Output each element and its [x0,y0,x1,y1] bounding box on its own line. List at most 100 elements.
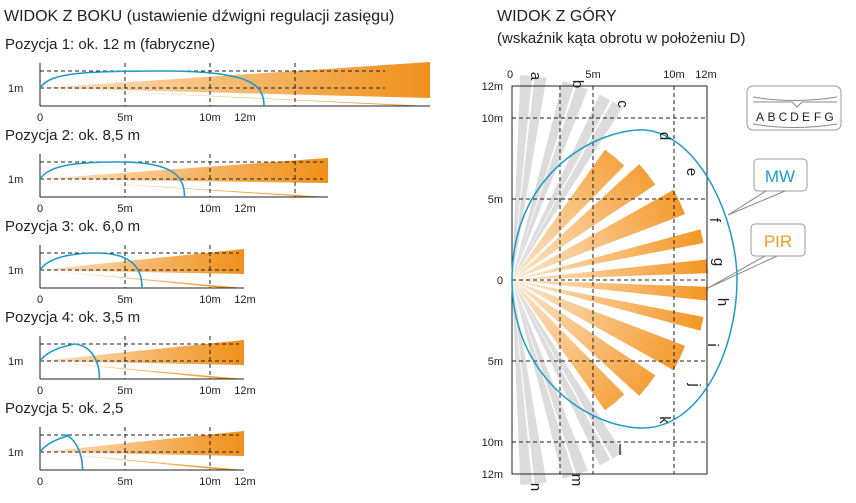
x-tick-label: 10m [663,69,684,81]
pir-beam [512,280,709,301]
inactive-beam [512,76,547,280]
pir-beam [512,280,681,371]
y-tick-label: 5m [488,356,503,368]
side-panel-4: Pozycja 4: ok. 3,5 m 1m 0 5m 10m 12m [5,309,256,397]
dial-frame [746,85,842,131]
x-tick-label: 0 [37,476,43,488]
x-tick-label: 10m [199,112,220,124]
zone-letter: m [568,474,585,487]
height-label: 1m [8,356,23,368]
pir-upper-beam [40,431,244,456]
mw-coverage [511,129,738,429]
x-tick-label: 12m [234,476,255,488]
height-label: 1m [8,83,23,95]
pir-lower-beam [40,88,430,106]
pir-lower-beam [40,270,244,288]
pir-upper-beam [40,249,244,274]
pir-beam [512,164,649,280]
zone-letter: a [527,72,544,81]
panel-label: Pozycja 5: ok. 2,5 [5,400,123,417]
dial-scale [752,96,838,128]
x-tick-label: 10m [199,203,220,215]
x-tick-label: 5m [117,476,132,488]
pir-legend-box [750,223,806,257]
x-tick-label: 0 [37,112,43,124]
dial-letter: F [814,110,821,124]
x-tick-label: 5m [117,112,132,124]
zone-letter: d [656,132,673,140]
height-label: 1m [8,174,23,186]
side-panel-2: Pozycja 2: ok. 8,5 m 1m 0 5m 10m 12m [5,127,328,215]
x-tick-label: 12m [234,385,255,397]
pir-beam [512,280,656,387]
dial-letter: C [779,110,788,124]
pir-beam [512,149,617,280]
pir-beam [512,259,709,280]
mw-pointer [727,190,786,216]
x-tick-label: 0 [37,203,43,215]
x-tick-label: 5m [117,203,132,215]
mw-legend-box [753,158,808,192]
pir-upper-beam [40,62,430,98]
zone-letter: j [686,382,703,386]
side-panel-3: Pozycja 3: ok. 6,0 m 1m 0 5m 10m 12m [5,218,256,306]
panel-label: Pozycja 1: ok. 12 m (fabryczne) [5,36,215,53]
x-tick-label: 10m [199,476,220,488]
zone-letter: k [656,416,673,424]
inactive-beam [512,280,623,459]
x-tick-label: 10m [199,385,220,397]
inactive-beam [512,280,588,475]
inactive-beam [512,94,611,280]
inactive-beam [512,280,611,466]
x-tick-label: 0 [507,69,513,81]
pir-beam [512,280,686,359]
y-tick-label: 0 [497,275,503,287]
panel-label: Pozycja 3: ok. 6,0 m [5,218,140,235]
pir-pointer [707,255,778,289]
zone-letter: h [714,298,731,306]
mw-range-curve [39,343,101,380]
dial-letter: A [756,110,764,124]
pir-upper-beam [40,340,244,365]
dial-letter: E [802,110,810,124]
panel-label: Pozycja 2: ok. 8,5 m [5,127,140,144]
dial-letter: D [790,110,799,124]
panel-label: Pozycja 4: ok. 3,5 m [5,309,140,326]
pir-legend-label: PIR [764,232,792,251]
top-view-title: WIDOK Z GÓRY [497,6,617,25]
x-tick-label: 0 [37,294,43,306]
x-tick-label: 12m [695,69,716,81]
zone-letter: i [704,343,721,346]
x-tick-label: 12m [234,203,255,215]
inactive-beam [512,280,533,485]
pir-beam [512,156,625,280]
pir-beam [512,229,704,280]
y-tick-label: 10m [482,113,503,125]
pir-beam [512,280,617,411]
inactive-beam [512,101,623,280]
mw-range-curve [39,161,186,198]
pir-lower-beam [40,361,244,379]
x-tick-label: 12m [234,294,255,306]
top-view-subtitle: (wskaźnik kąta obrotu w położeniu D) [497,30,745,47]
mw-range-curve [39,252,143,289]
pir-lower-beam [40,452,244,470]
zone-letter: n [527,483,544,491]
inactive-beam [512,85,588,281]
x-tick-label: 12m [234,112,255,124]
x-tick-label: 5m [117,294,132,306]
dial-letter: G [824,110,833,124]
pir-beam [512,173,656,280]
zone-letter: e [683,168,700,176]
y-tick-label: 12m [482,81,503,93]
mw-range-curve [39,434,84,471]
zone-letter: b [569,80,586,88]
x-tick-label: 5m [117,385,132,397]
mw-range-curve [39,70,265,107]
zone-letter: g [710,258,727,266]
inactive-beam [512,280,575,479]
inactive-beam [512,81,575,280]
side-panel-1: Pozycja 1: ok. 12 m (fabryczne) 1m 0 5m 10m 1… [5,36,430,124]
side-view-title: WIDOK Z BOKU (ustawienie dźwigni regulac… [4,8,394,25]
